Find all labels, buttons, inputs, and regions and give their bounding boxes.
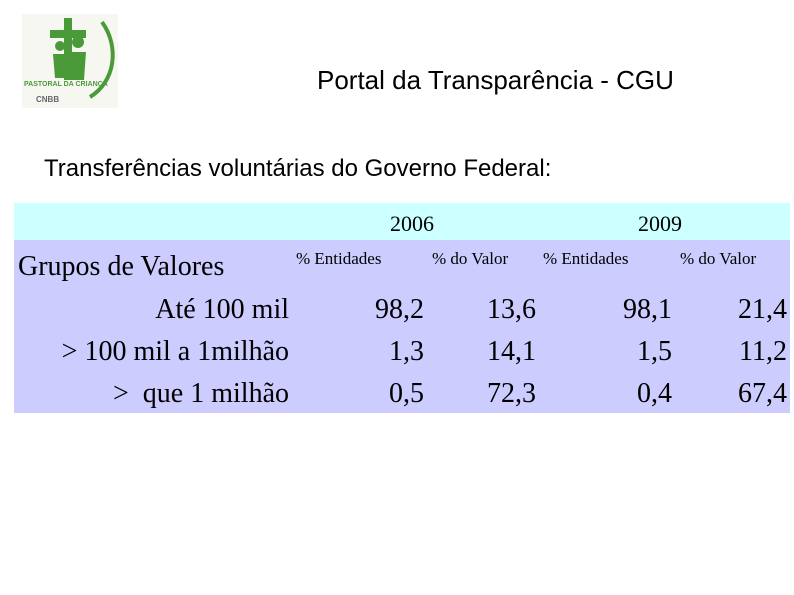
column-header: % Entidades — [543, 249, 629, 268]
column-header: % do Valor — [680, 249, 757, 268]
logo-figure — [53, 54, 67, 78]
cell: 11,2 — [739, 336, 787, 367]
cell: 0,5 — [389, 378, 424, 409]
cell: 1,3 — [389, 336, 424, 367]
table-band — [14, 240, 790, 413]
cell: 98,1 — [623, 294, 672, 325]
row-label: > 100 mil a 1milhão — [61, 336, 289, 367]
logo-cross — [64, 18, 72, 80]
cell: 0,4 — [637, 378, 672, 409]
subtitle: Transferências voluntárias do Governo Fe… — [44, 155, 552, 182]
cell: 1,5 — [637, 336, 672, 367]
logo-figure — [55, 41, 65, 51]
column-header: Grupos de Valores — [18, 251, 225, 282]
year: 2006 — [390, 211, 434, 236]
row-label: Até 100 mil — [155, 294, 289, 325]
logo-cross — [50, 30, 86, 38]
cell: 98,2 — [375, 294, 424, 325]
row-label: > que 1 milhão — [113, 378, 289, 409]
logo-figure — [70, 52, 86, 80]
cell: 21,4 — [738, 294, 787, 325]
logo: PASTORAL DA CRIANÇA CNBB — [22, 14, 118, 108]
logo-figure — [72, 36, 84, 48]
logo-name: PASTORAL DA CRIANÇA — [24, 81, 108, 88]
logo-org: CNBB — [36, 95, 59, 104]
title: Portal da Transparência - CGU — [317, 65, 674, 95]
cell: 14,1 — [487, 336, 536, 367]
cell: 67,4 — [738, 378, 787, 409]
cell: 72,3 — [487, 378, 536, 409]
logo-wreath — [88, 20, 115, 99]
cell: 13,6 — [487, 294, 536, 325]
year-band — [14, 203, 790, 240]
column-header: % Entidades — [296, 249, 382, 268]
year: 2009 — [638, 211, 682, 236]
column-header: % do Valor — [432, 249, 509, 268]
